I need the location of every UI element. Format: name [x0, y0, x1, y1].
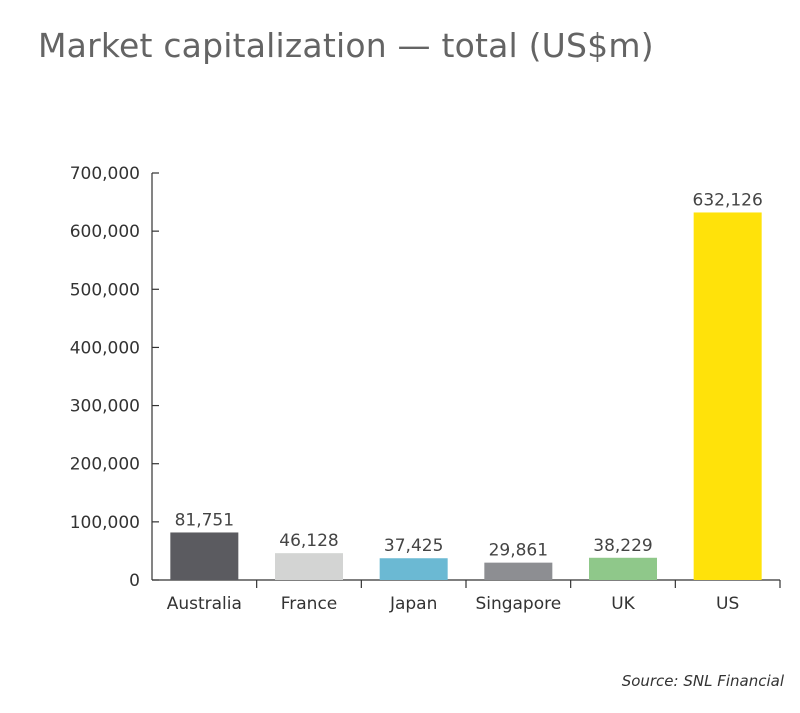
y-tick-label: 600,000 [70, 222, 140, 242]
y-tick-label: 200,000 [70, 455, 140, 475]
bar-data-label: 37,425 [384, 536, 443, 556]
y-tick-label: 400,000 [70, 338, 140, 358]
bar-data-label: 29,861 [489, 541, 548, 561]
y-tick-label: 700,000 [70, 164, 140, 184]
source-note: Source: SNL Financial [621, 672, 784, 690]
bar-uk [589, 557, 657, 580]
category-label: France [281, 594, 338, 614]
bar-japan [379, 558, 448, 580]
y-tick-label: 0 [129, 571, 140, 591]
bar-data-labels: 81,751 46,128 37,425 29,861 38,229 632,126 [175, 190, 763, 560]
bar-us [693, 212, 762, 581]
y-axis: 0 100,000 200,000 300,000 400,000 500,000 600,… [70, 164, 159, 591]
category-label: Australia [167, 594, 242, 614]
y-tick-label: 500,000 [70, 280, 140, 300]
chart-title: Market capitalization — total (US$m) [38, 26, 654, 65]
bars [170, 212, 762, 581]
bar-france [275, 553, 343, 580]
bar-data-label: 38,229 [593, 536, 652, 556]
y-tick-label: 100,000 [70, 513, 140, 533]
bar-australia [170, 532, 239, 580]
category-labels: Australia France Japan Singapore UK US [167, 594, 740, 614]
category-label: Singapore [475, 594, 561, 614]
bar-singapore [484, 562, 553, 580]
y-tick-label: 300,000 [70, 397, 140, 417]
x-axis [152, 579, 781, 588]
category-label: Japan [389, 594, 437, 614]
category-label: UK [611, 594, 635, 614]
category-label: US [716, 594, 739, 614]
bar-data-label: 81,751 [175, 510, 234, 530]
bar-data-label: 632,126 [693, 190, 763, 210]
bar-data-label: 46,128 [279, 531, 338, 551]
